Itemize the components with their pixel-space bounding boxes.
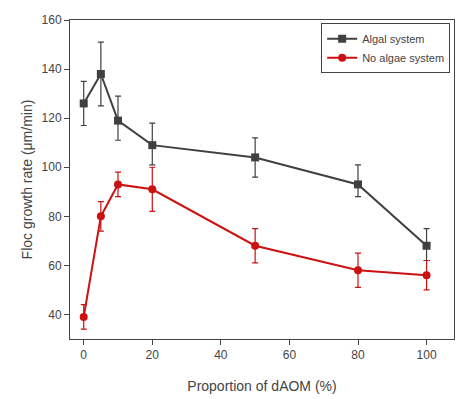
svg-text:0: 0 bbox=[80, 348, 87, 362]
svg-text:Algal system: Algal system bbox=[362, 33, 424, 45]
svg-text:No algae system: No algae system bbox=[362, 52, 444, 64]
svg-text:60: 60 bbox=[283, 348, 297, 362]
svg-text:100: 100 bbox=[42, 160, 62, 174]
svg-text:160: 160 bbox=[42, 13, 62, 27]
svg-text:Floc growth rate (μm/min): Floc growth rate (μm/min) bbox=[19, 100, 35, 260]
svg-text:100: 100 bbox=[417, 348, 437, 362]
svg-text:140: 140 bbox=[42, 62, 62, 76]
svg-text:80: 80 bbox=[351, 348, 365, 362]
svg-text:Proportion of dAOM (%): Proportion of dAOM (%) bbox=[187, 378, 336, 394]
svg-text:20: 20 bbox=[146, 348, 160, 362]
svg-text:120: 120 bbox=[42, 111, 62, 125]
svg-text:40: 40 bbox=[48, 308, 62, 322]
svg-text:40: 40 bbox=[214, 348, 228, 362]
svg-text:60: 60 bbox=[48, 259, 62, 273]
svg-text:80: 80 bbox=[48, 210, 62, 224]
